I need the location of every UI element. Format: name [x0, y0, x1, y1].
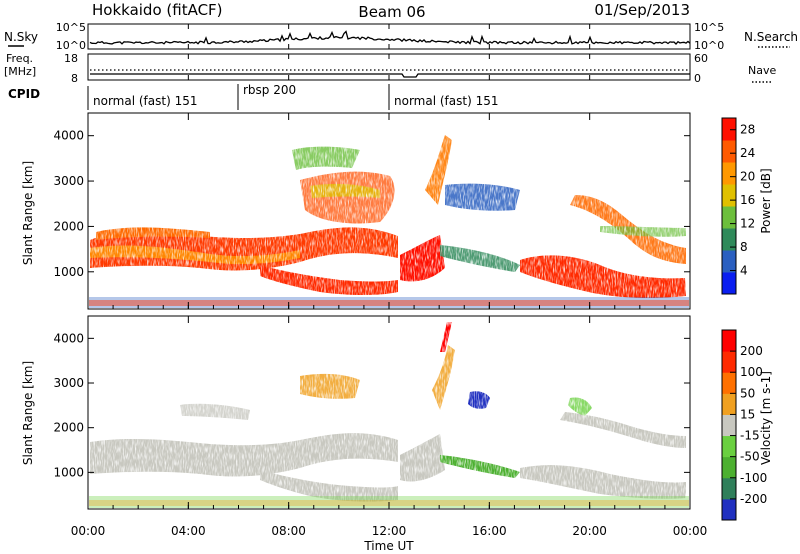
time-tick-label-5: 20:00 — [572, 524, 607, 538]
power-scatter — [89, 120, 689, 308]
velocity-colorbar-label: Velocity [m s-1] — [759, 371, 773, 465]
power-colorbar-swatch-3 — [722, 206, 736, 229]
velocity-ylabel: Slant Range [km] — [21, 361, 35, 465]
power-panel: 1000 2000 3000 4000 Slant Range [km] 4 8 12 16… — [21, 112, 773, 310]
nsearch-label: N.Search — [744, 30, 798, 44]
velocity-colorbar-swatch-0 — [722, 498, 736, 521]
velocity-colorbar-tick-label-1: 100 — [740, 365, 763, 379]
nave-tick-60: 60 — [694, 52, 708, 65]
cpid-segment-3: normal (fast) 151 — [394, 94, 498, 108]
time-axis: 00:00 04:00 08:00 12:00 16:00 20:00 00:00 — [71, 24, 708, 538]
power-ytick-label-0: 1000 — [53, 265, 84, 279]
velocity-colorbar-swatch-8 — [722, 330, 736, 352]
freq-tick-8: 8 — [71, 72, 78, 85]
time-axis-label: Time UT — [363, 539, 414, 553]
nave-tick-0: 0 — [694, 72, 701, 85]
cpid-segment-1: normal (fast) 151 — [93, 94, 197, 108]
time-tick-label-3: 12:00 — [372, 524, 407, 538]
cpid-strip: CPID normal (fast) 151 rbsp 200 normal (… — [8, 83, 498, 110]
date-label: 01/Sep/2013 — [594, 1, 690, 19]
power-colorbar-swatch-4 — [722, 184, 736, 207]
velocity-colorbar-tick-label-2: 50 — [740, 386, 755, 400]
freq-line — [90, 73, 690, 78]
velocity-colorbar-swatch-3 — [722, 435, 736, 458]
plot-title: Hokkaido (fitACF) — [92, 1, 223, 19]
power-colorbar-tick-label-1: 8 — [740, 240, 748, 254]
nave-label: Nave — [748, 64, 776, 77]
velocity-colorbar-swatch-1 — [722, 477, 736, 500]
velocity-ytick-label-3: 4000 — [53, 331, 84, 345]
velocity-ytick-label-0: 1000 — [53, 465, 84, 479]
freq-label-line1: Freq. — [6, 52, 33, 65]
power-ytick-label-2: 3000 — [53, 174, 84, 188]
power-colorbar-frame — [721, 117, 737, 295]
velocity-colorbar-swatch-7 — [722, 351, 736, 373]
velocity-colorbar-swatch-4 — [722, 414, 736, 437]
time-tick-label-4: 16:00 — [472, 524, 507, 538]
power-colorbar-swatch-0 — [722, 272, 736, 295]
power-colorbar-tick-label-5: 24 — [740, 146, 755, 160]
power-ytick-label-1: 2000 — [53, 219, 84, 233]
velocity-colorbar-tick-label-3: 15 — [740, 407, 755, 421]
nsky-scale-high: 10^5 — [56, 21, 86, 34]
cpid-segment-2: rbsp 200 — [243, 83, 296, 97]
power-colorbar-tick-label-4: 20 — [740, 170, 755, 184]
nsky-label: N.Sky — [4, 30, 38, 44]
time-tick-label-6: 00:00 — [673, 524, 708, 538]
velocity-colorbar-swatch-5 — [722, 393, 736, 415]
power-colorbar-swatch-2 — [722, 228, 736, 251]
freq-strip: Freq. [MHz] 18 8 60 0 Nave — [4, 52, 776, 85]
power-colorbar-label: Power [dB] — [759, 168, 773, 233]
velocity-ytick-label-1: 2000 — [53, 421, 84, 435]
freq-tick-18: 18 — [64, 52, 78, 65]
beam-label: Beam 06 — [358, 3, 425, 21]
time-tick-label-1: 04:00 — [171, 524, 206, 538]
power-colorbar-tick-label-0: 4 — [740, 264, 748, 278]
velocity-colorbar-frame — [721, 329, 737, 521]
power-colorbar-tick-label-3: 16 — [740, 193, 755, 207]
velocity-colorbar-swatch-6 — [722, 372, 736, 394]
velocity-panel: 1000 2000 3000 4000 Slant Range [km] 200 100… — [21, 315, 773, 528]
velocity-scatter — [89, 320, 689, 528]
nsearch-scale-low: 10^0 — [694, 39, 724, 52]
time-tick-label-2: 08:00 — [271, 524, 306, 538]
power-colorbar: 4 8 12 16 20 24 28 — [721, 117, 755, 295]
velocity-colorbar-tick-label-4: -15 — [740, 429, 760, 443]
velocity-colorbar-tick-label-6: -100 — [740, 471, 767, 485]
power-colorbar-tick-label-6: 28 — [740, 123, 755, 137]
time-tick-label-0: 00:00 — [71, 524, 106, 538]
power-colorbar-swatch-7 — [722, 118, 736, 141]
velocity-colorbar-tick-label-5: -50 — [740, 450, 760, 464]
velocity-colorbar: 200 100 50 15 -15 -50 -100 -200 — [721, 329, 767, 521]
nsky-strip: N.Sky 10^5 10^0 10^5 10^0 N.Search — [4, 21, 798, 52]
power-colorbar-swatch-1 — [722, 250, 736, 273]
velocity-colorbar-swatch-2 — [722, 456, 736, 479]
power-colorbar-swatch-5 — [722, 162, 736, 185]
velocity-colorbar-tick-label-0: 200 — [740, 344, 763, 358]
nsky-scale-low: 10^0 — [56, 39, 86, 52]
velocity-ytick-label-2: 3000 — [53, 376, 84, 390]
freq-label-line2: [MHz] — [4, 65, 36, 78]
power-colorbar-tick-label-2: 12 — [740, 217, 755, 231]
power-ylabel: Slant Range [km] — [21, 161, 35, 265]
velocity-colorbar-tick-label-7: -200 — [740, 492, 767, 506]
nsearch-scale-high: 10^5 — [694, 21, 724, 34]
power-ytick-label-3: 4000 — [53, 129, 84, 143]
cpid-label: CPID — [8, 87, 40, 101]
nsky-line — [89, 30, 691, 45]
power-colorbar-swatch-6 — [722, 140, 736, 163]
